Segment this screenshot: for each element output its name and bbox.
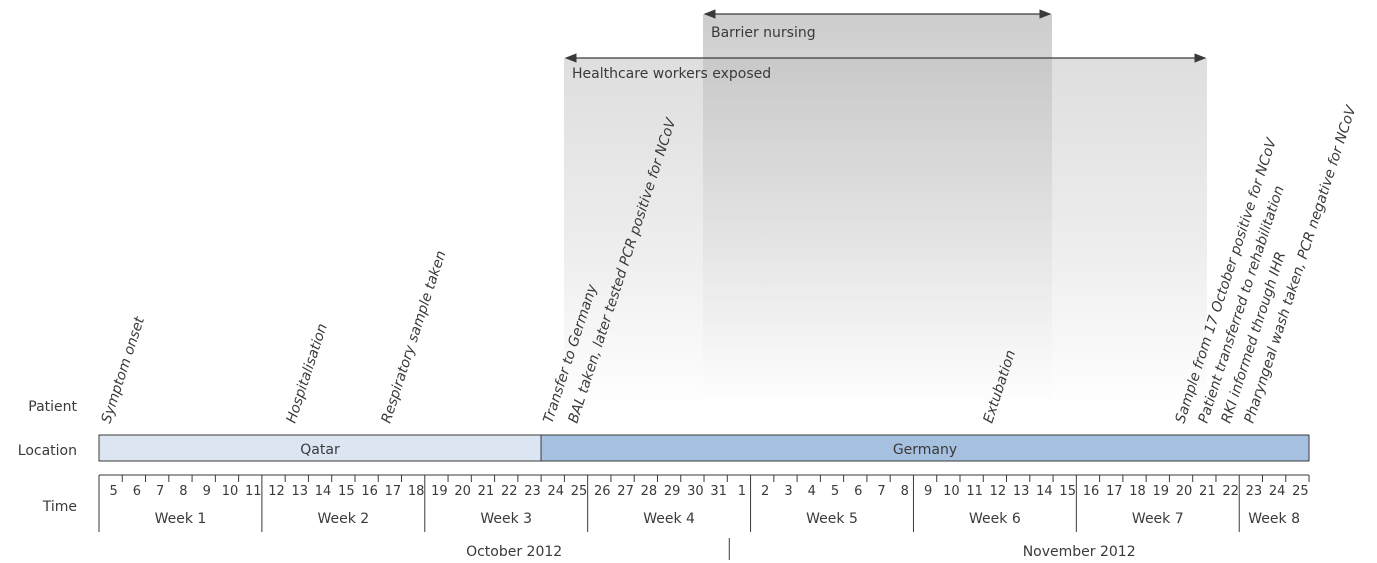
barrier-nursing-area: [703, 14, 1052, 410]
day-label: 22: [1222, 484, 1239, 499]
week-label: Week 3: [480, 511, 532, 527]
day-label: 30: [687, 484, 704, 499]
week-label: Week 6: [969, 511, 1021, 527]
day-label: 11: [966, 484, 983, 499]
day-label: 28: [641, 484, 658, 499]
day-label: 17: [385, 484, 402, 499]
day-label: 13: [1013, 484, 1030, 499]
barrier-nursing-label: Barrier nursing: [711, 25, 816, 41]
day-label: 7: [156, 484, 164, 499]
day-label: 25: [571, 484, 588, 499]
day-label: 8: [179, 484, 187, 499]
day-label: 22: [501, 484, 518, 499]
healthcare-exposure-label: Healthcare workers exposed: [572, 66, 771, 82]
row-label-time: Time: [42, 499, 77, 515]
week-label: Week 5: [806, 511, 858, 527]
week-label: Week 2: [317, 511, 369, 527]
day-label: 2: [761, 484, 769, 499]
row-label-patient: Patient: [28, 399, 77, 415]
day-label: 18: [408, 484, 425, 499]
day-label: 5: [831, 484, 839, 499]
day-label: 16: [361, 484, 378, 499]
event-label: Hospitalisation: [284, 322, 331, 426]
day-label: 23: [1246, 484, 1263, 499]
day-label: 17: [1106, 484, 1123, 499]
day-label: 4: [808, 484, 816, 499]
day-label: 21: [1199, 484, 1216, 499]
day-label: 16: [1083, 484, 1100, 499]
day-label: 26: [594, 484, 611, 499]
week-label: Week 1: [155, 511, 207, 527]
week-label: Week 4: [643, 511, 695, 527]
week-label: Week 8: [1248, 511, 1300, 527]
day-label: 31: [710, 484, 727, 499]
week-label: Week 7: [1132, 511, 1184, 527]
month-label-november: November 2012: [1023, 544, 1136, 560]
month-label-october: October 2012: [466, 544, 562, 560]
day-label: 5: [109, 484, 117, 499]
day-label: 24: [547, 484, 564, 499]
day-label: 1: [738, 484, 746, 499]
day-label: 20: [1176, 484, 1193, 499]
day-label: 10: [943, 484, 960, 499]
day-label: 6: [133, 484, 141, 499]
day-label: 7: [877, 484, 885, 499]
day-label: 8: [901, 484, 909, 499]
location-bar-qatar: [98, 434, 542, 462]
day-label: 15: [1059, 484, 1076, 499]
day-label: 9: [203, 484, 211, 499]
day-label: 14: [315, 484, 332, 499]
day-label: 21: [478, 484, 495, 499]
row-label-location: Location: [18, 443, 77, 459]
day-label: 25: [1292, 484, 1309, 499]
day-label: 6: [854, 484, 862, 499]
day-label: 19: [431, 484, 448, 499]
day-label: 12: [268, 484, 285, 499]
location-label-germany: Germany: [893, 442, 957, 458]
day-label: 29: [664, 484, 681, 499]
time-axis: 5 6 7 8 9 10 11 12 13 14 15 16 17 18 19 20 21 22 23 24 25 26 2…: [98, 474, 1310, 560]
day-label: 23: [524, 484, 541, 499]
day-label: 14: [1036, 484, 1053, 499]
day-label: 20: [454, 484, 471, 499]
day-label: 9: [924, 484, 932, 499]
location-label-qatar: Qatar: [300, 442, 340, 458]
day-label: 3: [784, 484, 792, 499]
location-bar-germany: [540, 434, 1310, 462]
day-label: 12: [990, 484, 1007, 499]
day-label: 24: [1269, 484, 1286, 499]
day-label: 18: [1129, 484, 1146, 499]
day-label: 10: [222, 484, 239, 499]
day-label: 15: [338, 484, 355, 499]
event-label: Respiratory sample taken: [379, 249, 450, 425]
day-label: 11: [245, 484, 262, 499]
event-label: Symptom onset: [99, 315, 149, 426]
day-label: 13: [292, 484, 309, 499]
day-label: 27: [617, 484, 634, 499]
day-label: 19: [1153, 484, 1170, 499]
